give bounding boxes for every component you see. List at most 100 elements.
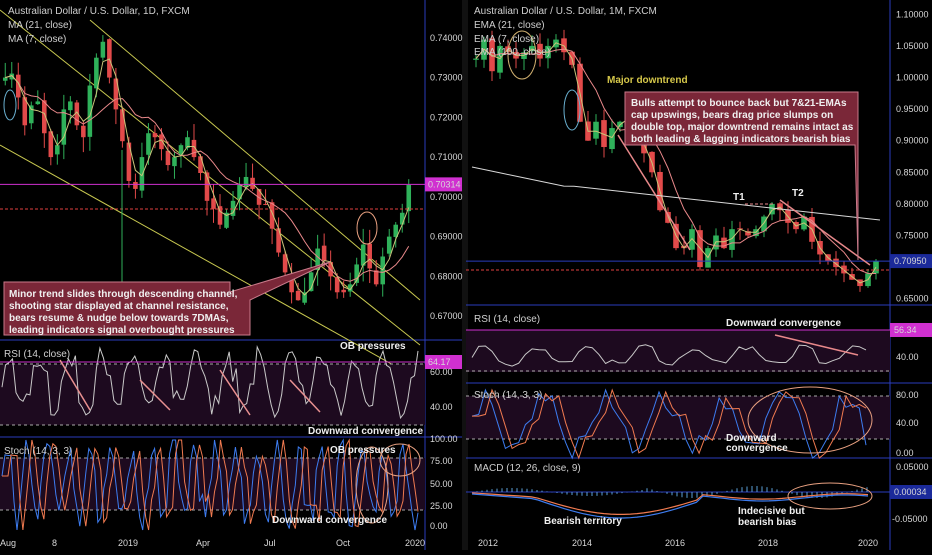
right-candle-body xyxy=(841,265,847,274)
left-candle-body xyxy=(224,212,229,228)
macd-tick: -0.05000 xyxy=(892,514,928,524)
right-stoch-convergence-label-1: Downward xyxy=(726,433,777,444)
left-candle-body xyxy=(243,176,249,187)
right-legend-ema21: EMA (21, close) xyxy=(474,20,545,31)
left-candle-body xyxy=(263,203,268,205)
left-rsi-pane[interactable] xyxy=(0,344,462,438)
right-candle-body xyxy=(601,120,607,148)
left-title-group: Australian Dollar / U.S. Dollar, 1D, FXC… xyxy=(8,6,190,45)
left-candle-body xyxy=(146,133,151,155)
left-candle-body xyxy=(61,109,67,145)
right-rsi-value: 56.34 xyxy=(894,325,917,335)
left-candle-body xyxy=(276,228,281,253)
left-price-tick: 0.74000 xyxy=(430,33,463,43)
right-last-price-tag xyxy=(890,254,932,269)
left-rsi-trend-arrow xyxy=(219,369,251,416)
right-candle-body xyxy=(689,229,695,250)
right-candle-body xyxy=(745,231,751,236)
left-candle-body xyxy=(35,101,41,105)
right-stoch-pane[interactable] xyxy=(466,386,932,460)
left-candle-body xyxy=(211,198,216,209)
left-candle-body xyxy=(139,157,145,191)
right-macd-label: MACD (12, 26, close, 9) xyxy=(474,463,581,474)
left-candle-body xyxy=(29,105,34,124)
left-callout-box xyxy=(3,261,331,336)
right-x-tick: 2016 xyxy=(665,538,685,548)
left-ma7-line xyxy=(5,58,410,296)
right-rsi-trend-arrow xyxy=(774,334,859,356)
right-stoch-convergence-label-2: convergence xyxy=(726,443,788,454)
left-candle-body xyxy=(107,39,112,78)
left-price-tick: 0.73000 xyxy=(430,73,463,83)
left-rsi-band xyxy=(0,364,425,425)
right-rsi-label: RSI (14, close) xyxy=(474,314,540,325)
left-stoch-k-line xyxy=(1,438,419,531)
left-stoch-tick: 50.00 xyxy=(430,479,453,489)
right-candle-body xyxy=(729,229,735,250)
right-callout-line-4: both leading & lagging indicators bearis… xyxy=(631,134,851,145)
major-downtrend-label: Major downtrend xyxy=(607,75,688,86)
left-candle-body xyxy=(347,284,353,292)
left-candle-body xyxy=(74,102,80,126)
left-candle-body xyxy=(341,289,346,293)
left-callout-line-4: leading indicators signal overbought pre… xyxy=(9,325,235,336)
left-chart[interactable] xyxy=(0,0,462,550)
left-stoch-label: Stoch (14, 3, 3) xyxy=(4,446,72,457)
top-t1-label: T1 xyxy=(733,192,745,203)
right-stoch-d-line xyxy=(472,388,867,460)
right-top-ellipse xyxy=(507,30,537,80)
left-x-tick: Aug xyxy=(0,538,16,548)
left-rsi-trend-arrow xyxy=(59,359,91,411)
right-candle-body xyxy=(609,128,615,150)
left-rsi-tick: 60.00 xyxy=(430,367,453,377)
right-chart-title: Australian Dollar / U.S. Dollar, 1M, FXC… xyxy=(474,6,657,17)
left-candle-body xyxy=(406,184,412,212)
macd-indecisive-label-2: bearish bias xyxy=(738,517,797,528)
left-stoch-ob-label: OB pressures xyxy=(330,445,396,456)
right-rsi-pane[interactable] xyxy=(466,329,932,384)
left-x-tick: Apr xyxy=(196,538,210,548)
left-stoch-tick: 75.00 xyxy=(430,456,453,466)
left-candle-body xyxy=(204,172,210,201)
right-macd-pane[interactable] xyxy=(466,482,890,519)
left-last-price-tag xyxy=(425,177,462,192)
left-rsi-label: RSI (14, close) xyxy=(4,349,70,360)
left-candle-body xyxy=(100,41,106,58)
left-x-tick: 2019 xyxy=(118,538,138,548)
right-callout-line-2: cap upswings, bears drag price slumps on xyxy=(631,110,833,121)
left-candle-body xyxy=(87,85,93,137)
right-candle-body xyxy=(529,45,535,52)
left-candle-body xyxy=(42,100,47,134)
left-candle-body xyxy=(48,131,54,158)
right-price-tick: 0.75000 xyxy=(896,230,929,240)
right-candle-body xyxy=(769,203,775,215)
left-price-pane[interactable] xyxy=(0,0,462,550)
left-x-tick: Jul xyxy=(264,538,276,548)
left-candle-body xyxy=(334,277,340,293)
macd-ellipse xyxy=(787,482,873,510)
right-x-tick: 2012 xyxy=(478,538,498,548)
left-callout: Minor trend slides through descending ch… xyxy=(3,261,331,336)
left-candle-body xyxy=(295,290,301,301)
right-title-group: Australian Dollar / U.S. Dollar, 1M, FXC… xyxy=(474,6,657,58)
left-candle-body xyxy=(120,109,125,142)
right-price-tick: 1.10000 xyxy=(896,9,929,19)
left-candle-body xyxy=(178,145,184,155)
right-x-tick: 2020 xyxy=(858,538,878,548)
left-candle-body xyxy=(282,254,288,273)
left-candle-body xyxy=(165,150,171,166)
left-rsi-line xyxy=(1,344,419,420)
left-candle-body xyxy=(321,245,327,261)
left-x-tick: 2020 xyxy=(405,538,425,548)
left-stoch-pane[interactable] xyxy=(0,438,425,531)
right-ema100-line xyxy=(471,166,881,221)
left-stoch-ob-ellipse xyxy=(379,443,421,477)
left-candle-body xyxy=(126,142,132,181)
left-stoch-convergence-ellipse xyxy=(355,446,389,524)
top-t2-label: T2 xyxy=(792,188,804,199)
left-callout-line-2: shooting star displayed at channel resis… xyxy=(9,301,229,312)
right-callout-line-1: Bulls attempt to bounce back but 7&21-EM… xyxy=(631,98,847,109)
right-callout-line-3: double top, major downtrend remains inta… xyxy=(631,122,854,133)
left-candle-body xyxy=(256,188,262,205)
